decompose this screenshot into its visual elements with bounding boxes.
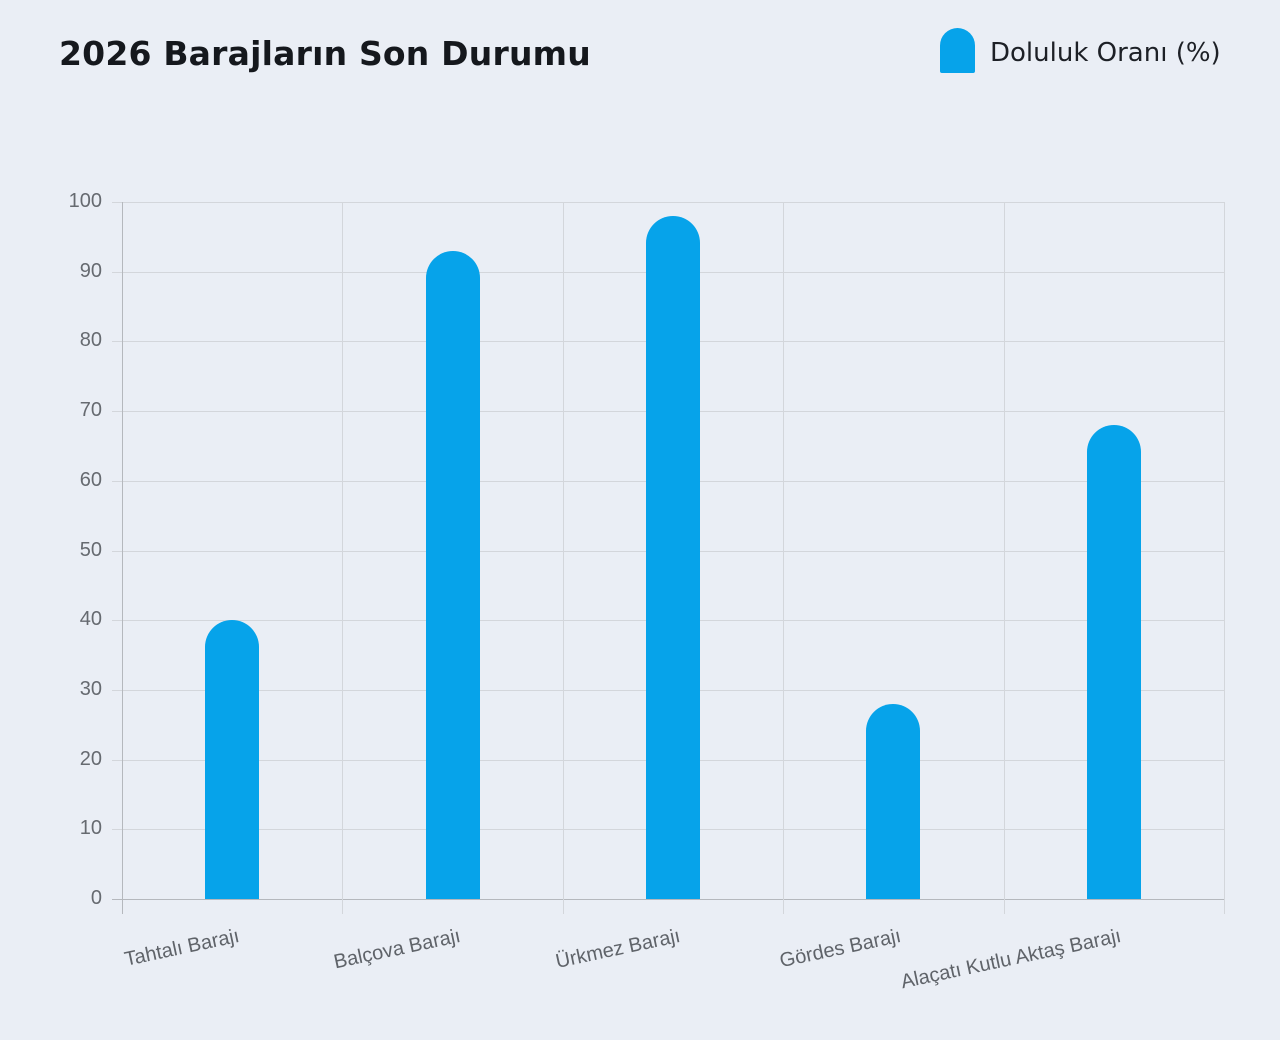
y-axis-line (122, 202, 123, 914)
x-tick-label: Alaçatı Kutlu Aktaş Barajı (898, 925, 1124, 994)
grid-line-v (342, 202, 343, 914)
grid-line-v (783, 202, 784, 914)
bar-4[interactable] (866, 704, 920, 899)
y-tick-label: 80 (79, 329, 102, 351)
y-tick-label: 50 (79, 539, 102, 561)
bar-3[interactable] (646, 216, 700, 899)
grid-line-v (1224, 202, 1225, 914)
y-tick-label: 70 (79, 399, 102, 421)
y-tick-label: 90 (79, 260, 102, 282)
grid-line-v (1004, 202, 1005, 914)
bar-1[interactable] (205, 620, 259, 899)
y-tick-label: 0 (90, 887, 102, 909)
y-tick-label: 60 (79, 469, 102, 491)
legend[interactable]: Doluluk Oranı (%) (940, 28, 1221, 73)
legend-swatch-icon (940, 28, 975, 73)
y-tick-label: 100 (68, 190, 102, 212)
legend-label: Doluluk Oranı (%) (990, 37, 1221, 68)
chart-title: 2026 Barajların Son Durumu (59, 34, 591, 73)
y-tick-label: 40 (79, 608, 102, 630)
y-tick-label: 30 (79, 678, 102, 700)
bar-5[interactable] (1087, 425, 1141, 899)
x-tick-label: Balçova Barajı (331, 925, 463, 974)
y-tick-label: 20 (79, 748, 102, 770)
grid-line-v (563, 202, 564, 914)
x-tick-label: Gördes Barajı (777, 925, 903, 973)
grid-line-h (112, 202, 1225, 203)
y-tick-label: 10 (79, 817, 102, 839)
bar-2[interactable] (426, 251, 480, 899)
x-tick-label: Tahtalı Barajı (122, 925, 242, 971)
x-axis-line (112, 899, 1225, 900)
x-tick-label: Ürkmez Barajı (553, 925, 683, 973)
